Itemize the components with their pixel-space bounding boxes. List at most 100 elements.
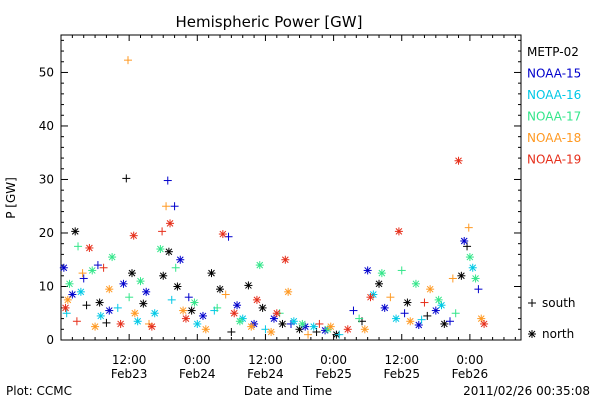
data-point: [360, 325, 369, 334]
data-point: [136, 277, 145, 286]
data-point: [309, 322, 318, 331]
data-point: [187, 306, 196, 315]
data-point: [171, 263, 180, 272]
data-point: [349, 306, 358, 315]
data-point: [147, 322, 156, 331]
data-point: [150, 309, 159, 318]
data-point: [355, 314, 364, 323]
y-tick-label: 50: [39, 65, 54, 79]
legend-entry: NOAA-16: [527, 88, 581, 102]
data-point: [201, 325, 210, 334]
data-point: [163, 176, 172, 185]
x-tick-time-label: 0:00: [184, 353, 211, 367]
data-point: [244, 281, 253, 290]
data-point: [298, 319, 307, 328]
data-point: [124, 56, 133, 65]
data-point: [247, 322, 256, 331]
data-point: [127, 269, 136, 278]
y-axis: 0 10 20 30 40 50: [39, 39, 521, 347]
chart-title: Hemispheric Power [GW]: [176, 13, 363, 31]
plot-area-frame: [60, 34, 522, 341]
data-point: [85, 243, 94, 252]
x-tick-time-label: 0:00: [320, 353, 347, 367]
marker-legend-symbol: [528, 299, 536, 307]
data-point: [93, 261, 102, 270]
data-point: [420, 298, 429, 307]
data-point: [394, 227, 403, 236]
data-point: [119, 279, 128, 288]
data-point: [451, 309, 460, 318]
data-point: [170, 202, 179, 211]
x-tick-time-label: 12:00: [248, 353, 283, 367]
data-point: [95, 298, 104, 307]
data-point: [218, 230, 227, 239]
data-point: [377, 269, 386, 278]
data-point: [406, 317, 415, 326]
data-point: [207, 269, 216, 278]
marker-legend-label: north: [542, 327, 574, 341]
data-point: [343, 325, 352, 334]
x-axis-label: Date and Time: [244, 384, 332, 398]
data-point: [255, 261, 264, 270]
legend-entry: NOAA-18: [527, 131, 581, 145]
data-point: [74, 242, 83, 251]
data-point: [431, 306, 440, 315]
data-point: [105, 306, 114, 315]
data-point: [78, 269, 87, 278]
data-point: [235, 317, 244, 326]
legend-entry: NOAA-19: [527, 153, 581, 167]
footer-left: Plot: CCMC: [6, 384, 72, 398]
data-point: [190, 298, 199, 307]
marker-legend-label: south: [542, 296, 576, 310]
data-point: [411, 279, 420, 288]
data-point: [62, 309, 71, 318]
x-tick-time-label: 12:00: [112, 353, 147, 367]
y-tick-label: 20: [39, 226, 54, 240]
data-point: [139, 299, 148, 308]
data-point: [397, 266, 406, 275]
data-point: [375, 279, 384, 288]
marker-legend: south north: [528, 296, 576, 341]
data-point: [61, 303, 70, 312]
data-point: [213, 303, 222, 312]
data-point: [122, 174, 131, 183]
x-tick-date-label: Feb23: [111, 367, 148, 381]
data-point: [386, 293, 395, 302]
x-tick-date-label: Feb24: [179, 367, 216, 381]
data-point: [426, 285, 435, 294]
data-point: [227, 327, 236, 336]
x-tick-date-label: Feb25: [315, 367, 352, 381]
data-point: [221, 290, 230, 299]
data-point: [113, 303, 122, 312]
data-point: [63, 295, 72, 304]
data-point: [446, 317, 455, 326]
data-point: [414, 321, 423, 330]
x-tick-time-label: 12:00: [384, 353, 419, 367]
data-point: [88, 266, 97, 275]
data-point: [76, 287, 85, 296]
data-point: [335, 330, 344, 339]
data-point: [474, 285, 483, 294]
y-tick-label: 0: [46, 333, 54, 347]
legend-entry: NOAA-17: [527, 110, 581, 124]
x-tick-date-label: Feb25: [383, 367, 420, 381]
data-point: [108, 253, 117, 262]
data-point: [400, 309, 409, 318]
data-point: [162, 202, 171, 211]
data-point: [392, 314, 401, 323]
data-point: [79, 274, 88, 283]
data-point: [193, 319, 202, 328]
data-point: [181, 314, 190, 323]
legend-entry: NOAA-15: [527, 67, 581, 81]
data-point: [96, 311, 105, 320]
data-point: [198, 311, 207, 320]
data-point: [65, 279, 74, 288]
y-tick-label: 30: [39, 172, 54, 186]
x-axis: 12:00Feb230:00Feb2412:00Feb240:00Feb2512…: [60, 35, 516, 381]
data-point: [289, 317, 298, 326]
marker-legend-symbol: [528, 330, 536, 338]
data-point: [272, 309, 281, 318]
data-point: [125, 293, 134, 302]
x-tick-date-label: Feb24: [247, 367, 284, 381]
data-point: [173, 282, 182, 291]
